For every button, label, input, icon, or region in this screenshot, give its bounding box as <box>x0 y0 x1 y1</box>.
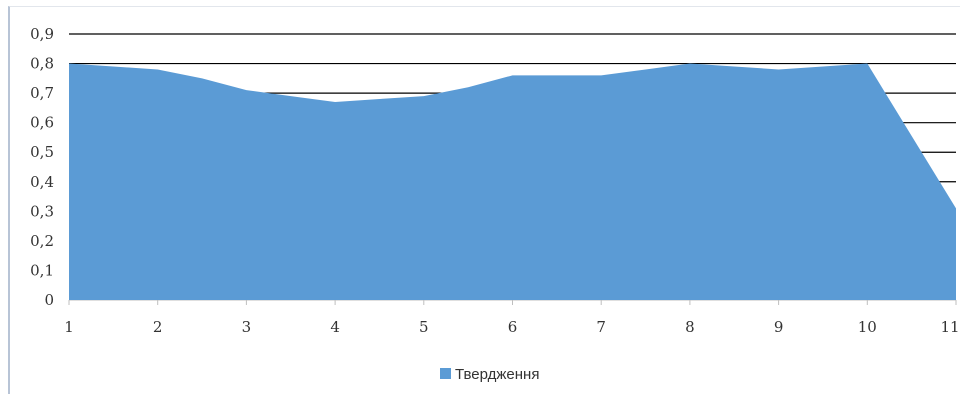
x-tick-label: 5 <box>419 318 429 336</box>
x-tick-label: 4 <box>330 318 340 336</box>
y-tick-label: 0,3 <box>30 202 54 220</box>
legend-label: Твердження <box>455 366 539 383</box>
x-tick-label: 8 <box>685 318 695 336</box>
y-tick-label: 0,4 <box>30 173 54 191</box>
y-tick-label: 0,6 <box>30 114 54 132</box>
x-axis-ticks: 1 2 3 4 5 6 7 8 9 10 11 <box>64 300 960 336</box>
x-tick-label: 11 <box>940 318 959 336</box>
x-tick-label: 7 <box>596 318 606 336</box>
y-tick-label: 0,9 <box>30 25 54 43</box>
y-tick-label: 0,2 <box>30 232 54 250</box>
y-axis-ticks: 0 0,1 0,2 0,3 0,4 0,5 0,6 0,7 0,8 0,9 <box>30 25 54 309</box>
x-tick-label: 6 <box>508 318 518 336</box>
y-tick-label: 0,7 <box>30 84 54 102</box>
legend-swatch <box>440 368 451 379</box>
y-tick-label: 0,8 <box>30 55 54 73</box>
series-area-tverdzhennia <box>69 63 956 300</box>
x-tick-label: 9 <box>774 318 784 336</box>
y-tick-label: 0,5 <box>30 143 54 161</box>
x-tick-label: 1 <box>64 318 74 336</box>
y-tick-label: 0,1 <box>30 261 54 279</box>
x-tick-label: 10 <box>858 318 877 336</box>
y-tick-label: 0 <box>44 291 54 309</box>
chart-frame <box>8 6 960 394</box>
x-tick-label: 2 <box>153 318 163 336</box>
x-tick-label: 3 <box>242 318 252 336</box>
